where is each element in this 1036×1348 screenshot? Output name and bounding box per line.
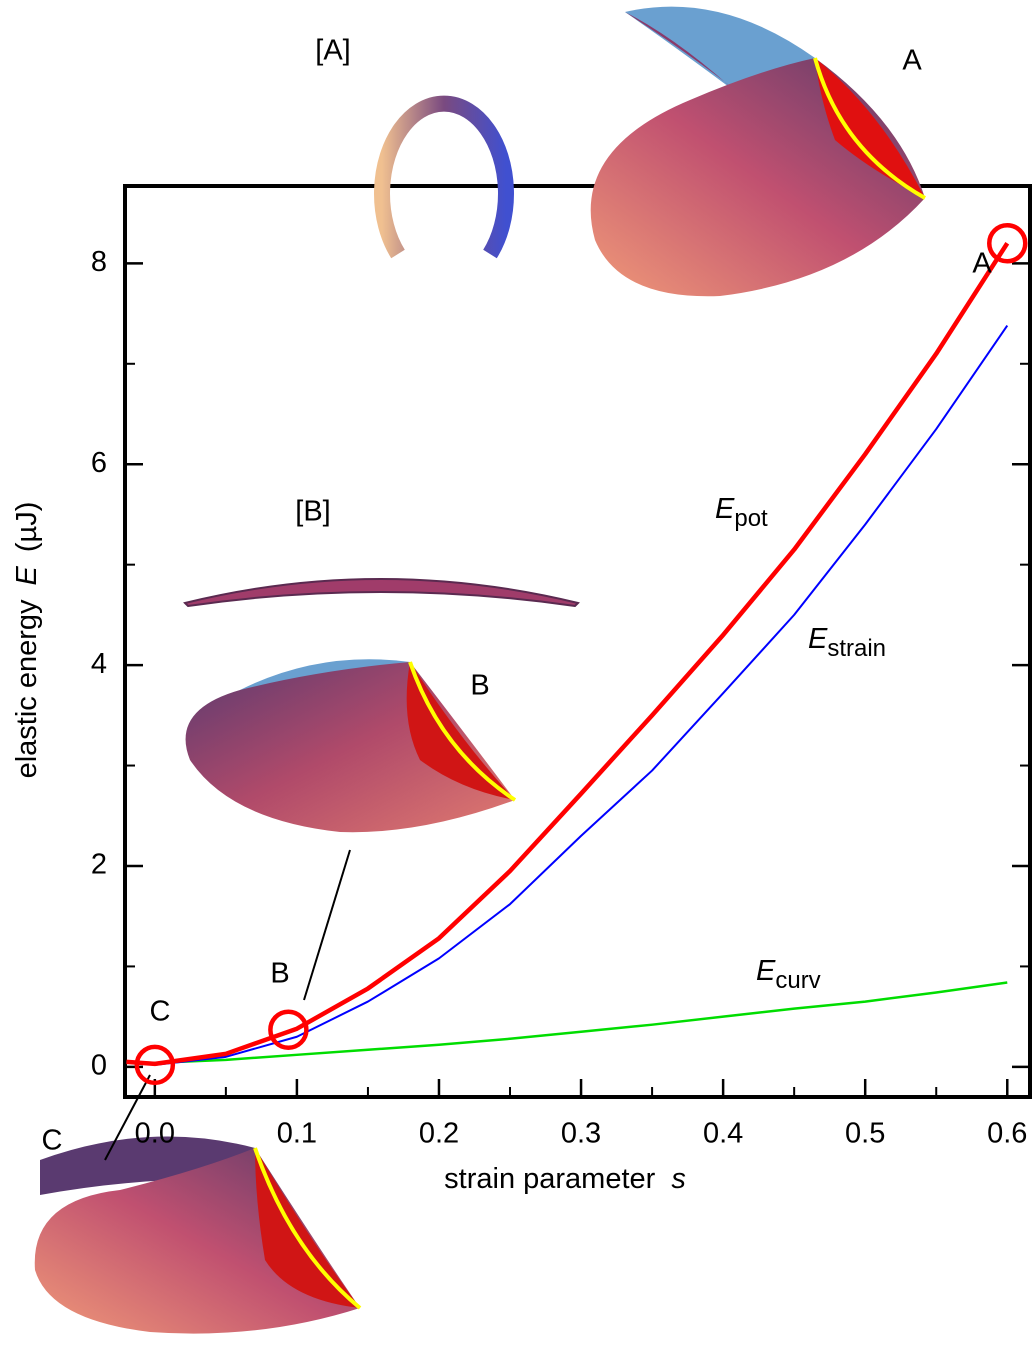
point-marker bbox=[268, 1009, 309, 1050]
y-tick-label: 2 bbox=[91, 849, 107, 881]
annotation: B bbox=[270, 958, 289, 990]
series-label-subscript: curv bbox=[775, 967, 820, 994]
annotation: A bbox=[902, 45, 922, 77]
x-tick-label: 0.3 bbox=[561, 1118, 601, 1150]
series-label: Epot bbox=[715, 493, 768, 533]
y-axis-label-symbol: E bbox=[11, 565, 43, 585]
leader-line bbox=[104, 1074, 151, 1161]
x-tick-label: 0.2 bbox=[419, 1118, 459, 1150]
series-label-name: E bbox=[756, 955, 776, 987]
series-line bbox=[126, 325, 1009, 1066]
point-marker bbox=[134, 1044, 176, 1086]
y-tick-label: 6 bbox=[91, 447, 107, 479]
series-label-subscript: strain bbox=[827, 635, 886, 662]
leader-line bbox=[303, 849, 351, 1001]
inset-shape-a bbox=[590, 6, 926, 297]
series-label: Estrain bbox=[808, 623, 886, 663]
x-axis-label-symbol: s bbox=[671, 1163, 686, 1195]
point-marker bbox=[987, 223, 1028, 264]
annotation: [B] bbox=[295, 496, 330, 528]
inset-shape-c bbox=[34, 1136, 362, 1334]
series-label-name: E bbox=[715, 493, 735, 525]
y-axis-label: elastic energy E (µJ) bbox=[11, 502, 43, 779]
annotation: C bbox=[150, 996, 171, 1028]
inset-ring bbox=[374, 95, 514, 259]
x-axis-label-text: strain parameter bbox=[444, 1163, 655, 1195]
series-label-name: E bbox=[808, 623, 828, 655]
annotation: A bbox=[972, 248, 992, 280]
annotation: [A] bbox=[315, 35, 350, 67]
shape-insets bbox=[34, 6, 926, 1334]
y-tick-label: 4 bbox=[91, 648, 107, 680]
x-tick-label: 0.0 bbox=[135, 1118, 175, 1150]
y-axis-label-text: elastic energy bbox=[11, 599, 43, 778]
series-line bbox=[126, 242, 1010, 1067]
inset-strip bbox=[183, 578, 580, 608]
series-line bbox=[126, 981, 1008, 1065]
x-tick-label: 0.1 bbox=[277, 1118, 317, 1150]
annotation: C bbox=[42, 1125, 63, 1157]
x-tick-label: 0.5 bbox=[845, 1118, 885, 1150]
plot-frame bbox=[123, 184, 1032, 1099]
y-axis-label-unit: (µJ) bbox=[11, 502, 43, 553]
x-tick-label: 0.4 bbox=[703, 1118, 743, 1150]
y-tick-label: 8 bbox=[91, 246, 107, 278]
series-label: Ecurv bbox=[756, 955, 821, 995]
series-label-subscript: pot bbox=[734, 505, 768, 532]
inset-shape-b bbox=[185, 659, 517, 833]
x-axis-label: strain parameter s bbox=[444, 1163, 686, 1195]
y-tick-label: 0 bbox=[91, 1050, 107, 1082]
x-tick-label: 0.6 bbox=[987, 1118, 1027, 1150]
annotation: B bbox=[470, 670, 489, 702]
